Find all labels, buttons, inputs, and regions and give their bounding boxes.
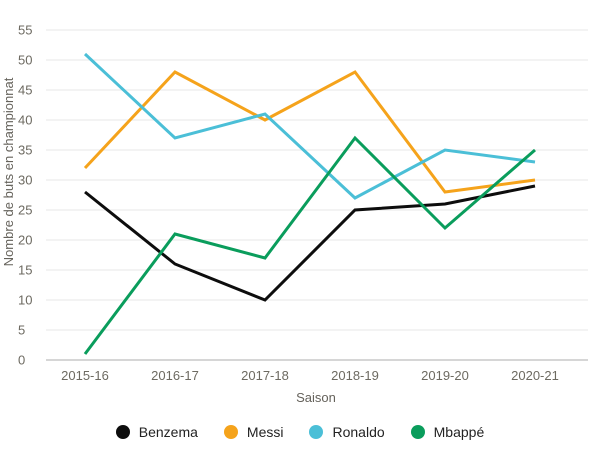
legend-label: Ronaldo bbox=[332, 424, 385, 440]
y-tick-label: 25 bbox=[18, 203, 32, 218]
legend-item-ronaldo[interactable]: Ronaldo bbox=[309, 424, 385, 440]
legend-label: Mbappé bbox=[433, 424, 485, 440]
series-line-ronaldo bbox=[83, 52, 536, 200]
y-tick-label: 20 bbox=[18, 233, 32, 248]
series-line-messi bbox=[83, 70, 536, 194]
y-axis-title: Nombre de buts en championnat bbox=[1, 77, 16, 266]
gridlines bbox=[46, 29, 588, 361]
x-tick-label: 2019-20 bbox=[421, 368, 469, 383]
legend-dot-messi bbox=[223, 425, 238, 439]
legend-label: Benzema bbox=[138, 424, 198, 440]
x-tick-label: 2016-17 bbox=[151, 368, 199, 383]
legend-item-mbappé[interactable]: Mbappé bbox=[410, 424, 485, 440]
y-tick-label: 40 bbox=[18, 113, 32, 128]
x-tick-label: 2015-16 bbox=[61, 368, 109, 383]
x-tick-label: 2018-19 bbox=[331, 368, 379, 383]
legend-item-benzema[interactable]: Benzema bbox=[115, 424, 198, 440]
y-tick-label: 10 bbox=[18, 293, 32, 308]
x-axis-tick-labels: 2015-16 2016-17 2017-18 2018-19 2019-20 2020-… bbox=[61, 368, 559, 383]
legend-dot-ronaldo bbox=[309, 425, 324, 439]
series-line-mbappé bbox=[83, 135, 536, 355]
legend: Benzema Messi Ronaldo Mbappé bbox=[0, 424, 600, 440]
y-tick-label: 5 bbox=[18, 323, 25, 338]
y-tick-label: 30 bbox=[18, 173, 32, 188]
series-line-benzema bbox=[84, 184, 536, 302]
series-lines bbox=[83, 52, 536, 355]
y-tick-label: 0 bbox=[18, 353, 25, 368]
x-axis-title: Saison bbox=[296, 390, 336, 405]
y-tick-label: 55 bbox=[18, 23, 32, 38]
x-tick-label: 2017-18 bbox=[241, 368, 289, 383]
y-tick-label: 15 bbox=[18, 263, 32, 278]
y-tick-label: 45 bbox=[18, 83, 32, 98]
y-axis-tick-labels: 0 5 10 15 20 25 30 35 40 45 50 55 bbox=[18, 23, 32, 368]
y-tick-label: 50 bbox=[18, 53, 32, 68]
x-tick-label: 2020-21 bbox=[511, 368, 559, 383]
legend-label: Messi bbox=[246, 424, 284, 440]
legend-dot-mbappé bbox=[410, 425, 425, 439]
legend-item-messi[interactable]: Messi bbox=[223, 424, 284, 440]
y-tick-label: 35 bbox=[18, 143, 32, 158]
legend-dot-benzema bbox=[115, 425, 130, 439]
